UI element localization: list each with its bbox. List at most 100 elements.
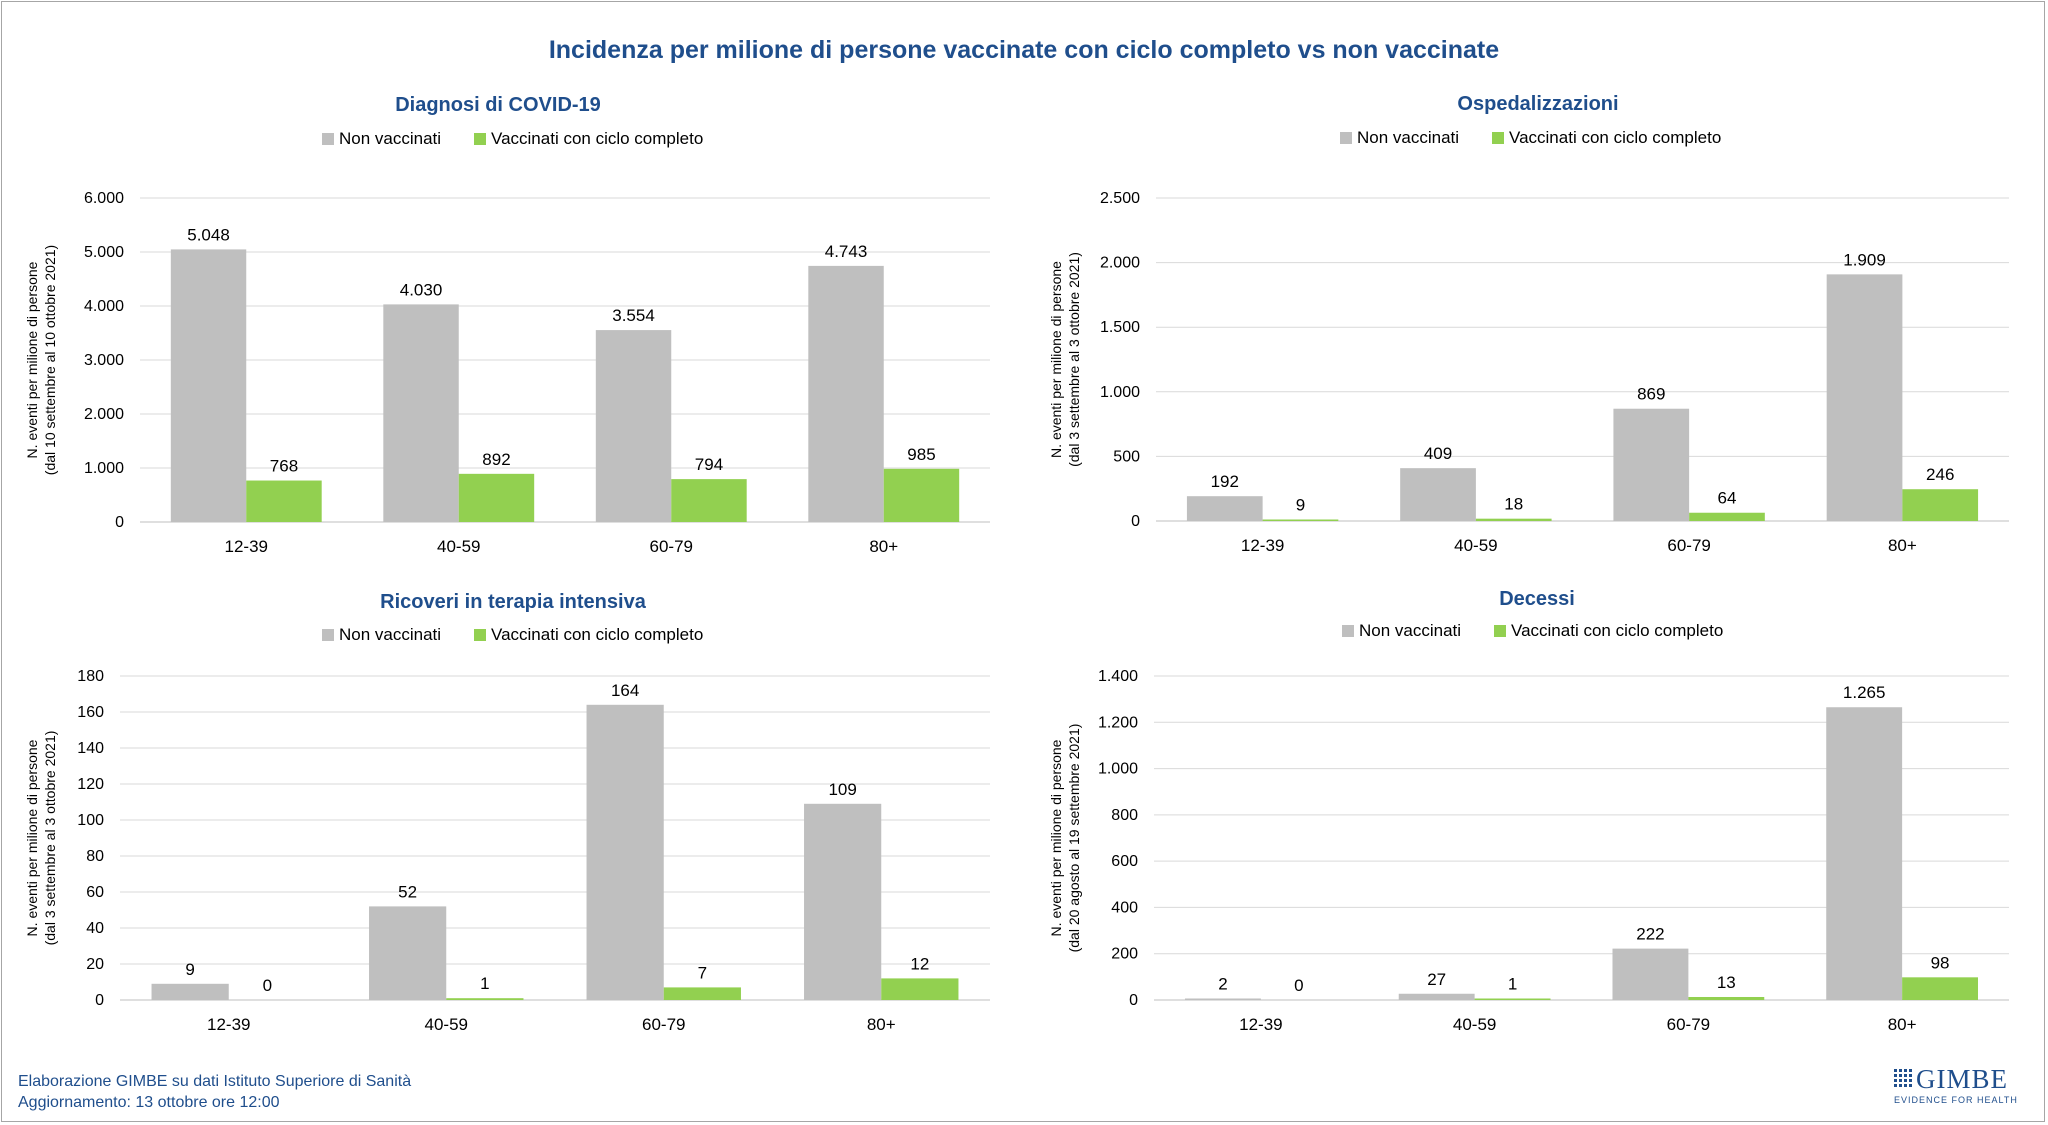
legend-label: Vaccinati con ciclo completo: [1511, 621, 1723, 640]
data-label: 1: [1508, 975, 1517, 994]
data-label: 3.554: [612, 306, 655, 325]
data-label: 794: [695, 455, 723, 474]
bar-vaccinati: [883, 468, 960, 522]
y-tick-label: 2.000: [1100, 255, 1140, 272]
bar-non-vaccinati: [151, 983, 229, 1000]
y-tick-label: 2.500: [1100, 190, 1140, 207]
legend-label: Non vaccinati: [339, 129, 441, 148]
data-label: 18: [1504, 495, 1523, 514]
logo-grid-icon: [1894, 1069, 1912, 1087]
y-tick-label: 400: [1111, 899, 1138, 916]
data-label: 1: [480, 974, 489, 993]
bar-non-vaccinati: [1184, 998, 1261, 1000]
data-label: 0: [263, 976, 272, 995]
data-label: 4.030: [400, 280, 443, 299]
chart-decessi: Decessi Non vaccinati Vaccinati con ciclo …: [1048, 588, 2009, 1034]
data-label: 0: [1294, 976, 1303, 995]
footer-source: Elaborazione GIMBE su dati Istituto Supe…: [18, 1073, 412, 1090]
data-label: 222: [1636, 925, 1664, 944]
y-tick-label: 1.500: [1100, 319, 1140, 336]
data-label: 52: [398, 882, 417, 901]
x-category-label: 60-79: [650, 537, 693, 556]
x-category-label: 12-39: [1241, 536, 1284, 555]
legend-label: Non vaccinati: [1357, 128, 1459, 147]
y-tick-label: 120: [77, 776, 104, 793]
data-label: 1.909: [1843, 250, 1886, 269]
data-label: 768: [270, 457, 298, 476]
bar-non-vaccinati: [170, 249, 247, 522]
x-category-label: 80+: [867, 1015, 896, 1034]
y-tick-label: 40: [86, 920, 104, 937]
data-label: 1.265: [1843, 683, 1886, 702]
bar-vaccinati: [1902, 977, 1979, 1000]
x-category-label: 80+: [1888, 536, 1917, 555]
bar-non-vaccinati: [1826, 707, 1903, 1000]
x-category-label: 12-39: [225, 537, 268, 556]
y-axis-label: (dal 20 agosto al 19 settembre 2021): [1066, 724, 1082, 953]
y-tick-label: 1.000: [84, 460, 124, 477]
footer: Elaborazione GIMBE su dati Istituto Supe…: [18, 1071, 411, 1113]
data-label: 192: [1211, 472, 1239, 491]
y-tick-label: 140: [77, 740, 104, 757]
bar-vaccinati: [1474, 998, 1551, 1000]
logo-wordmark: GIMBE: [1916, 1064, 2008, 1094]
data-label: 869: [1637, 385, 1665, 404]
legend-swatch-vaccinati: [474, 629, 486, 641]
data-label: 892: [482, 450, 510, 469]
x-category-label: 40-59: [425, 1015, 468, 1034]
x-category-label: 40-59: [1454, 536, 1497, 555]
y-axis-label: (dal 3 settembre al 3 ottobre 2021): [1066, 252, 1082, 467]
panel-title: Decessi: [1499, 588, 1575, 610]
y-tick-label: 0: [95, 992, 104, 1009]
bar-non-vaccinati: [1613, 408, 1690, 521]
y-tick-label: 200: [1111, 946, 1138, 963]
y-axis-label: (dal 3 settembre al 3 ottobre 2021): [42, 731, 58, 946]
legend-label: Non vaccinati: [339, 625, 441, 644]
logo-tagline: EVIDENCE FOR HEALTH: [1894, 1095, 2018, 1105]
bar-non-vaccinati: [1612, 948, 1689, 1000]
data-label: 27: [1427, 970, 1446, 989]
bar-non-vaccinati: [586, 704, 664, 1000]
bar-non-vaccinati: [1398, 993, 1475, 1000]
y-tick-label: 3.000: [84, 352, 124, 369]
y-tick-label: 1.000: [1100, 384, 1140, 401]
y-tick-label: 180: [77, 668, 104, 685]
legend-label: Vaccinati con ciclo completo: [1509, 128, 1721, 147]
y-tick-label: 800: [1111, 807, 1138, 824]
data-label: 98: [1931, 953, 1950, 972]
y-tick-label: 0: [115, 514, 124, 531]
x-category-label: 12-39: [1239, 1015, 1282, 1034]
bar-vaccinati: [1262, 519, 1339, 521]
bar-vaccinati: [881, 978, 959, 1000]
y-tick-label: 6.000: [84, 190, 124, 207]
data-label: 164: [611, 681, 639, 700]
x-category-label: 80+: [1888, 1015, 1917, 1034]
legend-swatch-non-vaccinati: [322, 133, 334, 145]
chart-ospedalizzazioni: Ospedalizzazioni Non vaccinati Vaccinati c…: [1048, 93, 2009, 555]
data-label: 2: [1218, 975, 1227, 994]
y-tick-label: 1.200: [1098, 714, 1138, 731]
panel-title: Ricoveri in terapia intensiva: [380, 591, 647, 613]
y-tick-label: 4.000: [84, 298, 124, 315]
bar-non-vaccinati: [1186, 496, 1263, 521]
x-category-label: 60-79: [1667, 536, 1710, 555]
x-category-label: 12-39: [207, 1015, 250, 1034]
y-tick-label: 80: [86, 848, 104, 865]
x-category-label: 40-59: [437, 537, 480, 556]
footer-update: Aggiornamento: 13 ottobre ore 12:00: [18, 1094, 280, 1111]
data-label: 7: [698, 963, 707, 982]
y-tick-label: 600: [1111, 853, 1138, 870]
y-tick-label: 20: [86, 956, 104, 973]
legend-label: Vaccinati con ciclo completo: [491, 129, 703, 148]
bar-vaccinati: [1689, 512, 1765, 521]
bar-non-vaccinati: [595, 330, 672, 522]
bar-vaccinati: [446, 998, 524, 1000]
data-label: 109: [828, 780, 856, 799]
data-label: 409: [1424, 444, 1452, 463]
data-label: 64: [1718, 489, 1737, 508]
y-tick-label: 160: [77, 704, 104, 721]
legend-swatch-vaccinati: [1492, 132, 1504, 144]
y-axis-label: N. eventi per milione di persone: [1048, 739, 1064, 936]
legend-swatch-non-vaccinati: [1340, 132, 1352, 144]
